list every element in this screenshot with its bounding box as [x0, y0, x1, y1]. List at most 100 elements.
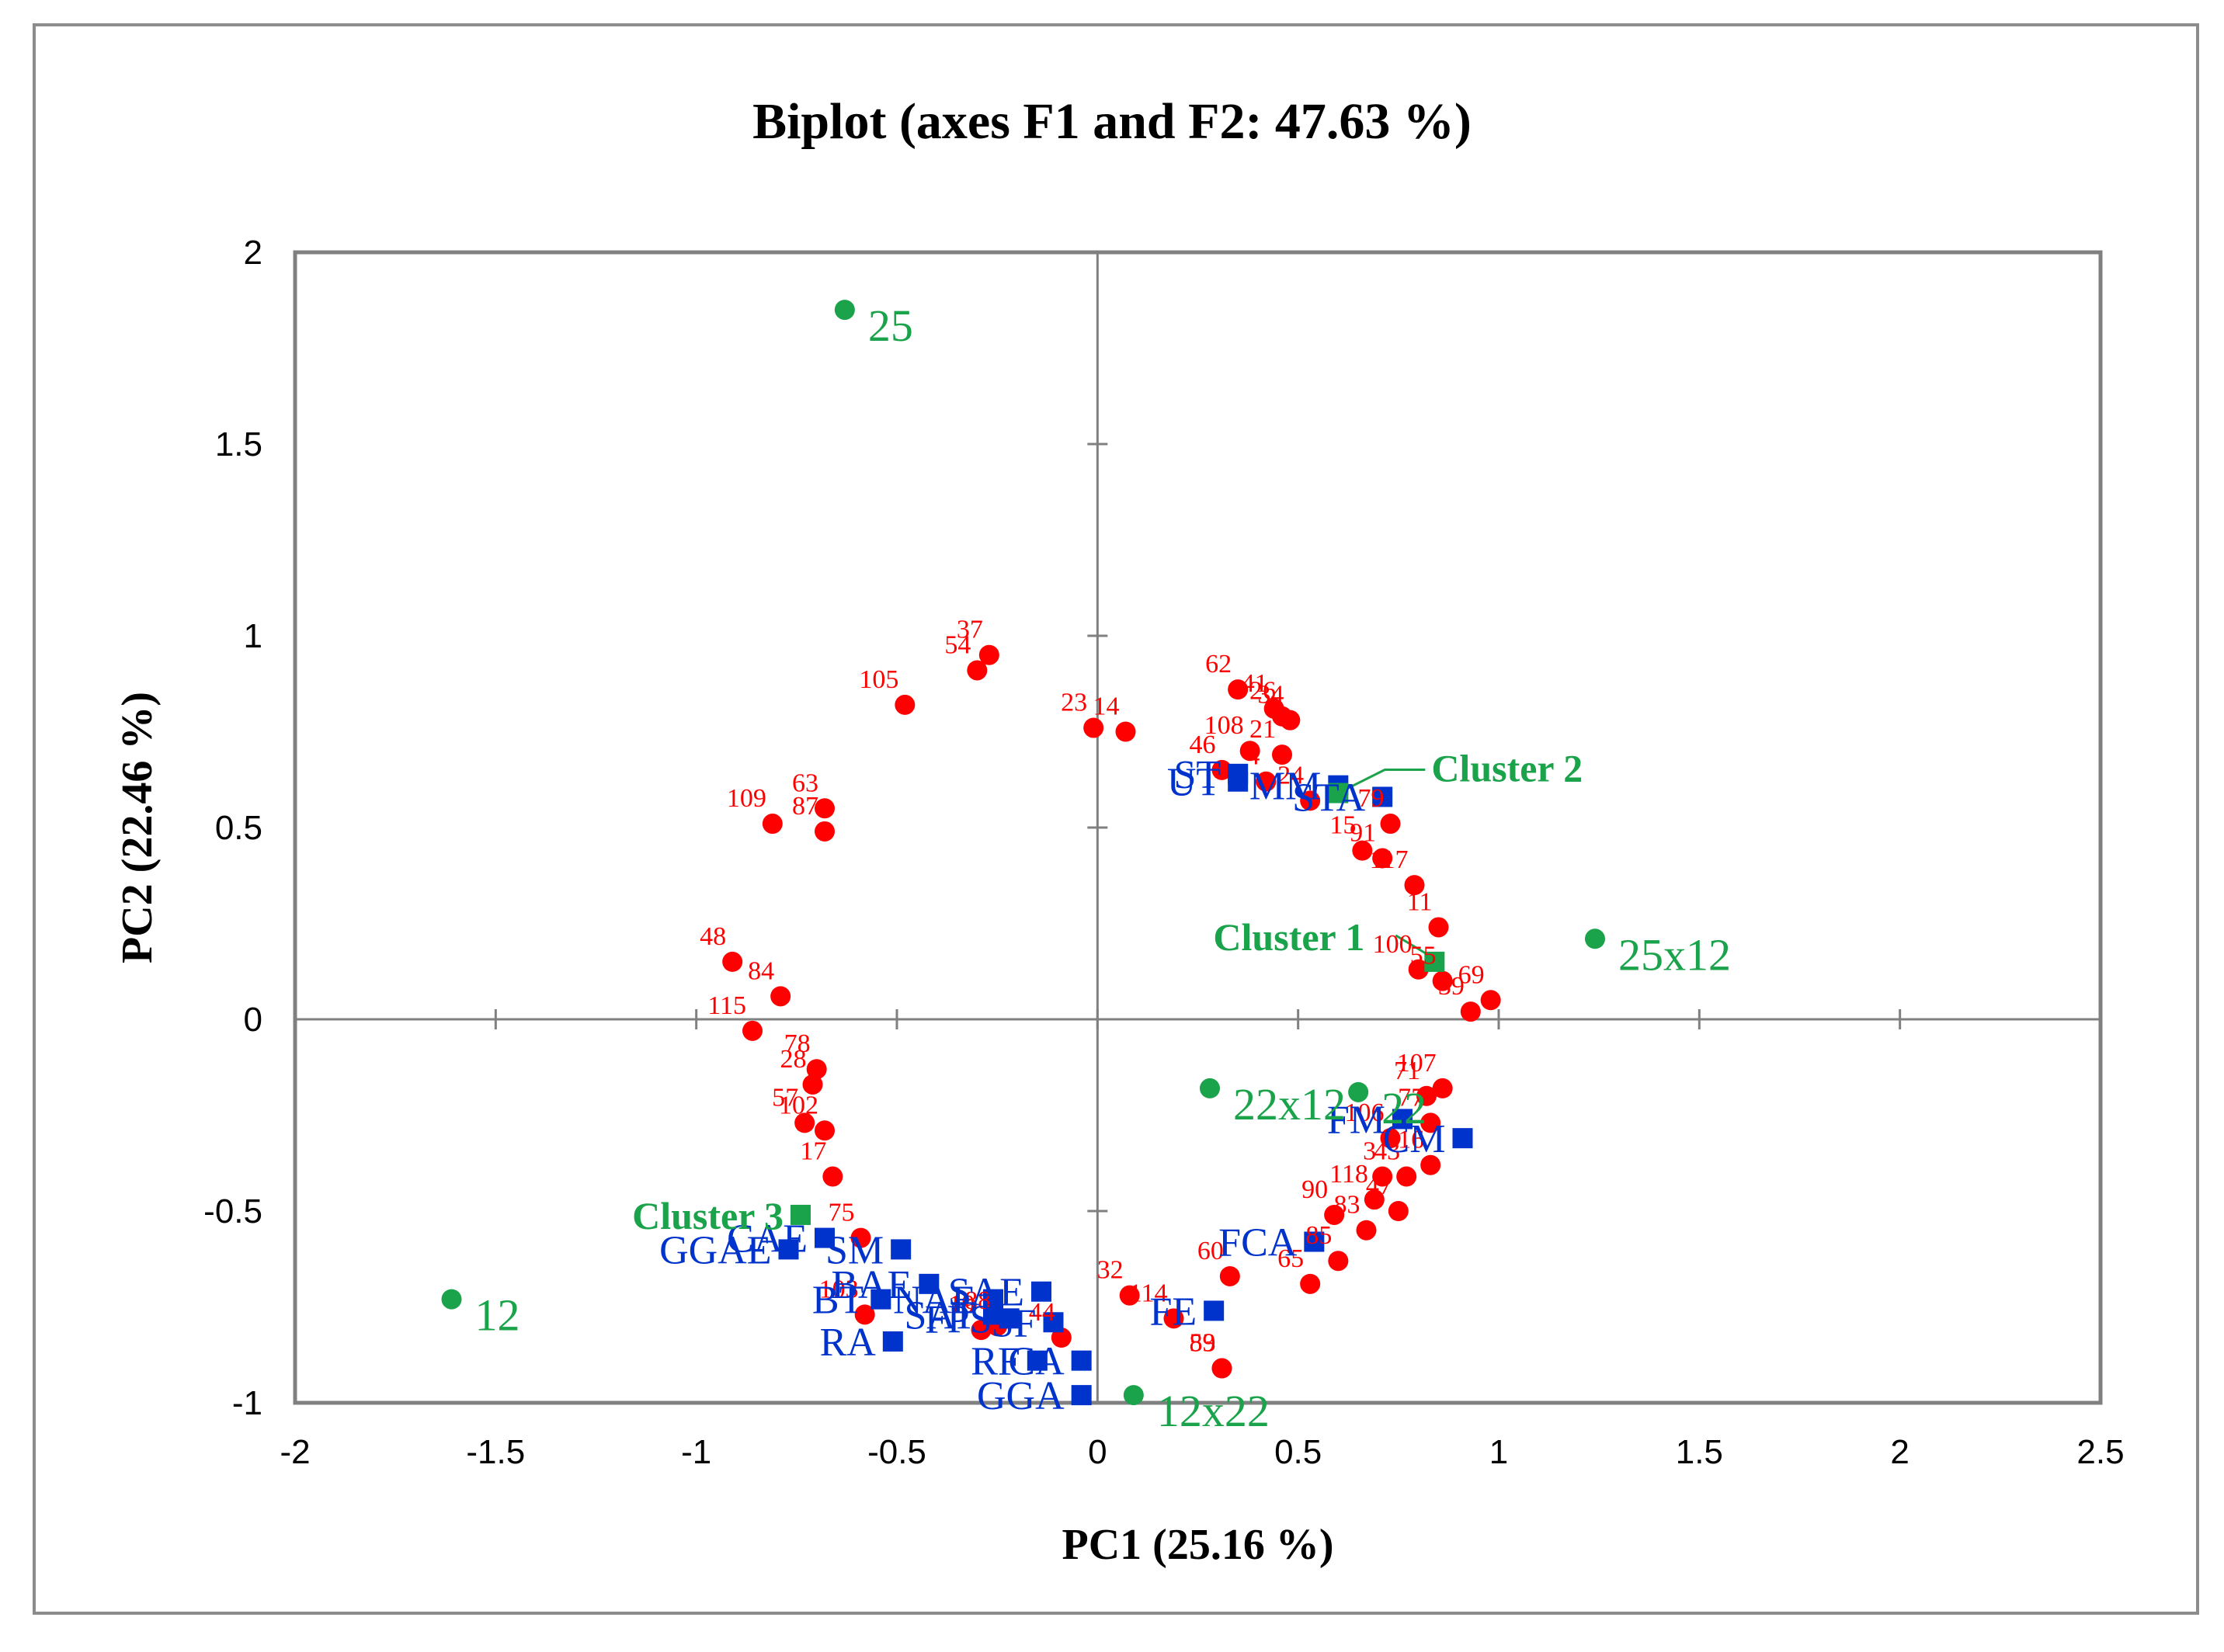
- observation-point: [1119, 1285, 1140, 1306]
- observation-label: 114: [1129, 1279, 1168, 1307]
- observation-label: 54: [944, 630, 971, 659]
- observation-label: 90: [1301, 1175, 1328, 1204]
- observation-point: [1416, 1085, 1437, 1106]
- observation-point: [895, 694, 916, 715]
- variable-label: FM: [1327, 1098, 1385, 1142]
- variable-point: [1027, 1350, 1048, 1371]
- variable-point: [1071, 1385, 1092, 1406]
- variable-label: RA: [820, 1321, 877, 1365]
- variable-label: GGA: [977, 1374, 1065, 1418]
- plot-area: [293, 250, 2103, 1405]
- observation-label: 3: [1363, 1137, 1376, 1166]
- observation-point: [1239, 741, 1260, 762]
- variable-label: STA: [1292, 776, 1366, 820]
- observation-label: 16: [1398, 1126, 1424, 1154]
- y-tick-label: 1.5: [215, 425, 262, 463]
- observation-point: [770, 986, 791, 1007]
- observation-label: 75: [829, 1199, 855, 1227]
- observation-label: 34: [1257, 681, 1284, 710]
- x-tick-label: 1: [1489, 1433, 1508, 1471]
- variable-label: NAE: [893, 1279, 976, 1323]
- observation-point: [978, 644, 999, 665]
- y-tick-label: -1: [232, 1384, 262, 1422]
- observation-label: 102: [779, 1091, 818, 1119]
- observation-label: 44: [1029, 1298, 1055, 1327]
- variable-label: SM: [825, 1228, 884, 1272]
- x-tick-label: -1.5: [466, 1433, 525, 1471]
- cluster-centroid: [791, 1204, 811, 1225]
- cluster-label: Cluster 1: [1213, 915, 1364, 959]
- observation-point: [815, 1120, 835, 1141]
- x-tick-label: 2.5: [2076, 1433, 2124, 1471]
- y-tick-label: 2: [244, 234, 262, 272]
- variable-label: FPS: [925, 1297, 992, 1341]
- cluster-label: Cluster 2: [1431, 747, 1583, 790]
- observation-point: [850, 1227, 871, 1248]
- x-tick-label: 1.5: [1676, 1433, 1723, 1471]
- observation-point: [1115, 721, 1136, 742]
- variable-point: [983, 1304, 1003, 1325]
- observation-point: [815, 798, 835, 819]
- observation-point: [1432, 1078, 1453, 1098]
- chart-title: Biplot (axes F1 and F2: 47.63 %): [752, 93, 1472, 150]
- group-point: [1585, 928, 1605, 949]
- variable-label: RF: [971, 1340, 1020, 1384]
- variable-point: [882, 1331, 903, 1352]
- data-marks: [441, 300, 1605, 1406]
- observation-label: 15: [1329, 811, 1356, 840]
- group-label: 22: [1381, 1083, 1426, 1133]
- observation-label: 109: [727, 784, 766, 813]
- group-point: [1123, 1385, 1144, 1406]
- observation-point: [1396, 1166, 1417, 1187]
- observation-point: [967, 660, 988, 681]
- observation-label: 100: [1373, 930, 1413, 959]
- variable-label: ST: [1173, 753, 1221, 797]
- x-tick-label: -2: [280, 1433, 310, 1471]
- cluster-connector: [1395, 934, 1428, 956]
- observation-label: 65: [1277, 1244, 1304, 1273]
- observation-point: [802, 1074, 823, 1095]
- observation-label: 83: [1334, 1191, 1360, 1220]
- observation-point: [762, 814, 783, 835]
- variable-label: SAE: [948, 1271, 1024, 1315]
- observation-label: 87: [792, 792, 818, 821]
- observation-label: 85: [1305, 1221, 1332, 1250]
- observation-point: [1480, 990, 1501, 1011]
- variable-point: [1031, 1281, 1051, 1302]
- variable-point: [1392, 1109, 1413, 1130]
- observation-point: [1272, 744, 1292, 765]
- observation-point: [1211, 759, 1232, 780]
- variable-point: [891, 1239, 912, 1260]
- x-tick-label: 0: [1088, 1433, 1107, 1471]
- group-point: [441, 1289, 462, 1310]
- observation-label: 60: [1197, 1237, 1224, 1265]
- variable-point: [815, 1227, 835, 1248]
- observation-label: 117: [1370, 845, 1409, 874]
- group-point: [1200, 1078, 1220, 1098]
- observation-label: 71: [1394, 1057, 1420, 1085]
- variable-label: CA: [1008, 1340, 1065, 1384]
- observation-label: 21: [1249, 715, 1276, 744]
- observation-point: [1460, 1001, 1481, 1022]
- observation-point: [971, 1320, 992, 1341]
- variable-label: FE: [1149, 1289, 1197, 1334]
- observation-label: 41: [1242, 669, 1268, 698]
- observation-label: 107: [1397, 1049, 1437, 1078]
- observation-point: [794, 1112, 815, 1133]
- observation-point: [822, 1166, 843, 1187]
- variable-point: [1452, 1128, 1473, 1149]
- variable-label: SF: [992, 1301, 1037, 1345]
- observation-label: 118: [1329, 1160, 1368, 1189]
- x-tick-label: -0.5: [867, 1433, 926, 1471]
- variable-label: MM: [1249, 765, 1321, 809]
- variable-point: [1204, 1300, 1225, 1321]
- observation-point: [1163, 1308, 1184, 1329]
- cluster-label: Cluster 3: [632, 1194, 784, 1237]
- y-tick-label: 1: [244, 617, 262, 655]
- axes-layer: [294, 251, 2102, 1404]
- observation-point: [815, 821, 835, 842]
- observation-point: [1420, 1112, 1441, 1133]
- observation-point: [854, 1304, 875, 1325]
- variable-label: CAE: [727, 1217, 808, 1262]
